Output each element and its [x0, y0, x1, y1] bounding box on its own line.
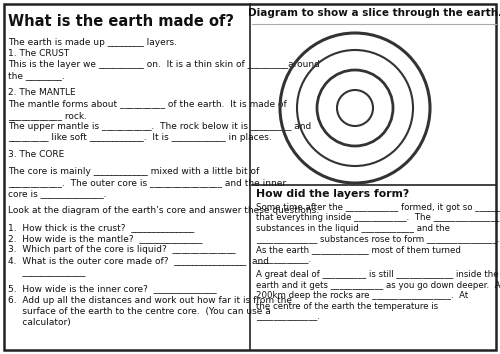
Text: _________ like soft ____________.  It is ____________ in places.: _________ like soft ____________. It is … [8, 133, 272, 142]
Text: The upper mantle is ___________.  The rock below it is _________ and: The upper mantle is ___________. The roc… [8, 122, 311, 131]
Text: The mantle forms about __________ of the earth.  It is made of: The mantle forms about __________ of the… [8, 99, 287, 109]
Text: A great deal of __________ is still _____________ inside the: A great deal of __________ is still ____… [256, 270, 498, 279]
Text: Diagram to show a slice through the earth.: Diagram to show a slice through the eart… [248, 8, 500, 18]
Text: calculator): calculator) [8, 318, 71, 327]
Text: 6.  Add up all the distances and work out how far it is from the: 6. Add up all the distances and work out… [8, 296, 292, 304]
Text: 2.  How wide is the mantle?  ______________: 2. How wide is the mantle? _____________… [8, 234, 202, 243]
Text: 3. The CORE: 3. The CORE [8, 150, 64, 159]
Text: ____________ rock.: ____________ rock. [8, 111, 87, 120]
Text: 5.  How wide is the inner core?  ______________: 5. How wide is the inner core? _________… [8, 284, 216, 293]
Text: the ________.: the ________. [8, 72, 65, 81]
Text: This is the layer we __________ on.  It is a thin skin of _________around: This is the layer we __________ on. It i… [8, 61, 320, 69]
Text: The core is mainly ____________ mixed with a little bit of: The core is mainly ____________ mixed wi… [8, 167, 259, 176]
Text: 2. The MANTLE: 2. The MANTLE [8, 88, 76, 97]
Text: earth and it gets ____________ as you go down deeper.  At: earth and it gets ____________ as you go… [256, 281, 500, 290]
Text: 3.  Which part of the core is liquid?  ______________: 3. Which part of the core is liquid? ___… [8, 245, 235, 254]
Text: 1.  How thick is the crust?  ______________: 1. How thick is the crust? _____________… [8, 223, 194, 232]
Text: Some time after the ____________ formed, it got so ________: Some time after the ____________ formed,… [256, 203, 500, 212]
Text: 1. The CRUST: 1. The CRUST [8, 49, 69, 58]
Text: The earth is made up ________ layers.: The earth is made up ________ layers. [8, 38, 177, 47]
Text: the centre of the earth the temperature is: the centre of the earth the temperature … [256, 302, 438, 311]
Text: ____________.: ____________. [256, 256, 311, 264]
Text: ______________: ______________ [8, 268, 86, 276]
Text: As the earth _____________ most of them turned: As the earth _____________ most of them … [256, 245, 461, 254]
Text: surface of the earth to the centre core.  (You can use a: surface of the earth to the centre core.… [8, 307, 271, 316]
Text: 4.  What is the outer core made of?  ________________  and: 4. What is the outer core made of? _____… [8, 256, 269, 266]
Text: substances in the liquid ____________ and the: substances in the liquid ____________ an… [256, 224, 450, 233]
Text: What is the earth made of?: What is the earth made of? [8, 14, 234, 29]
Text: core is ______________.: core is ______________. [8, 189, 106, 198]
Text: How did the layers form?: How did the layers form? [256, 189, 409, 199]
Text: 200km deep the rocks are __________________.  At: 200km deep the rocks are _______________… [256, 291, 468, 300]
Text: ____________.  The outer core is ________________ and the inner: ____________. The outer core is ________… [8, 178, 286, 187]
Text: Look at the diagram of the earth’s core and answer these questions.: Look at the diagram of the earth’s core … [8, 206, 319, 215]
Text: ______________ substances rose to form ________________.: ______________ substances rose to form _… [256, 234, 500, 244]
Text: ______________.: ______________. [256, 312, 320, 321]
Text: that everything inside ____________.  The _______________: that everything inside ____________. The… [256, 213, 499, 223]
